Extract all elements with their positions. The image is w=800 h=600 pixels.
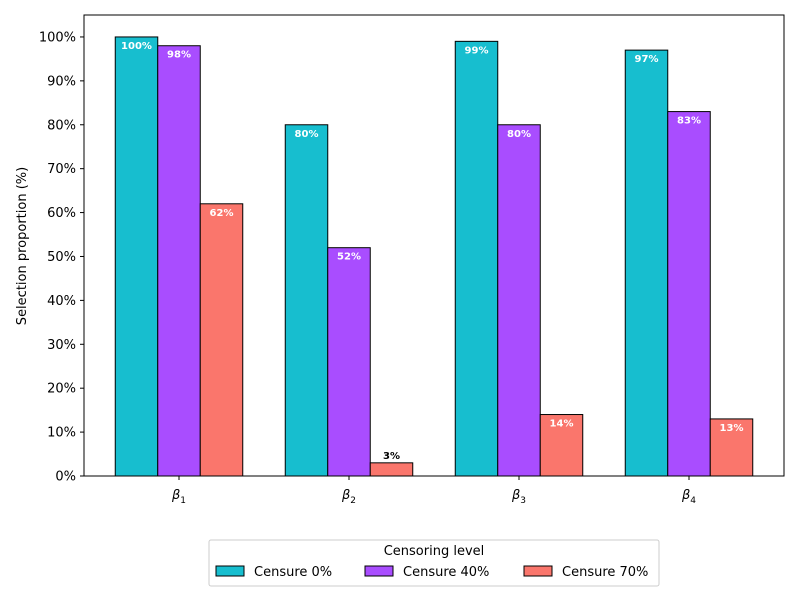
legend-swatch [215,565,245,577]
legend-title: Censoring level [384,544,485,559]
y-tick-label: 90% [47,74,76,89]
bar [709,418,754,477]
y-tick-label: 20% [47,382,76,397]
bar [539,414,584,477]
x-tick-label: β2 [341,488,356,506]
legend-entry-label: Censure 0% [254,565,332,580]
bar-value-label: 83% [677,116,701,127]
y-tick-label: 70% [47,162,76,177]
y-tick-label: 50% [47,250,76,265]
y-axis: 0% 10% 20% 30% 40% 50% 60% 70% 80% 90% 100% [39,30,84,485]
bar-value-label: 80% [507,129,531,140]
bar [369,462,414,477]
y-axis-label: Selection proportion (%) [15,167,30,325]
bar [454,40,499,477]
data-labels: 100% 80% 99% 97% 98% 52% 80% 83% 62% 3% 14% 13% [121,41,743,462]
bar [284,124,329,477]
bar [327,247,371,477]
bar [624,49,669,477]
legend-swatch [364,565,394,577]
y-tick-label: 10% [47,426,76,441]
y-tick-label: 30% [47,338,76,353]
legend: Censoring level Censure 0% Censure 40% Cen… [208,539,660,587]
legend-swatch [523,565,553,577]
bar-value-label: 52% [337,252,361,263]
y-tick-label: 0% [55,470,76,485]
x-tick-label: β4 [681,488,696,506]
bar-value-label: 13% [720,423,744,434]
bar [667,111,711,477]
x-tick-label: β1 [171,488,186,506]
plot-frame [83,14,785,477]
bars [114,36,754,477]
y-tick-label: 40% [47,294,76,309]
bar-value-label: 3% [383,451,400,462]
bar [199,203,244,477]
bar [157,45,201,477]
y-tick-label: 100% [39,30,76,45]
bar-value-label: 98% [167,50,191,61]
bar [497,124,541,477]
x-tick-label: β3 [511,488,526,506]
bar-value-label: 99% [465,45,489,56]
x-axis: β1 β2 β3 β4 [171,476,696,506]
bar-value-label: 80% [295,129,319,140]
legend-entry-label: Censure 70% [562,565,648,580]
bar-value-label: 14% [550,419,574,430]
legend-entry-label: Censure 40% [403,565,489,580]
y-tick-label: 80% [47,118,76,133]
bar-value-label: 100% [121,41,152,52]
bar-value-label: 97% [635,54,659,65]
bar-value-label: 62% [210,208,234,219]
y-tick-label: 60% [47,206,76,221]
bar [114,36,159,477]
